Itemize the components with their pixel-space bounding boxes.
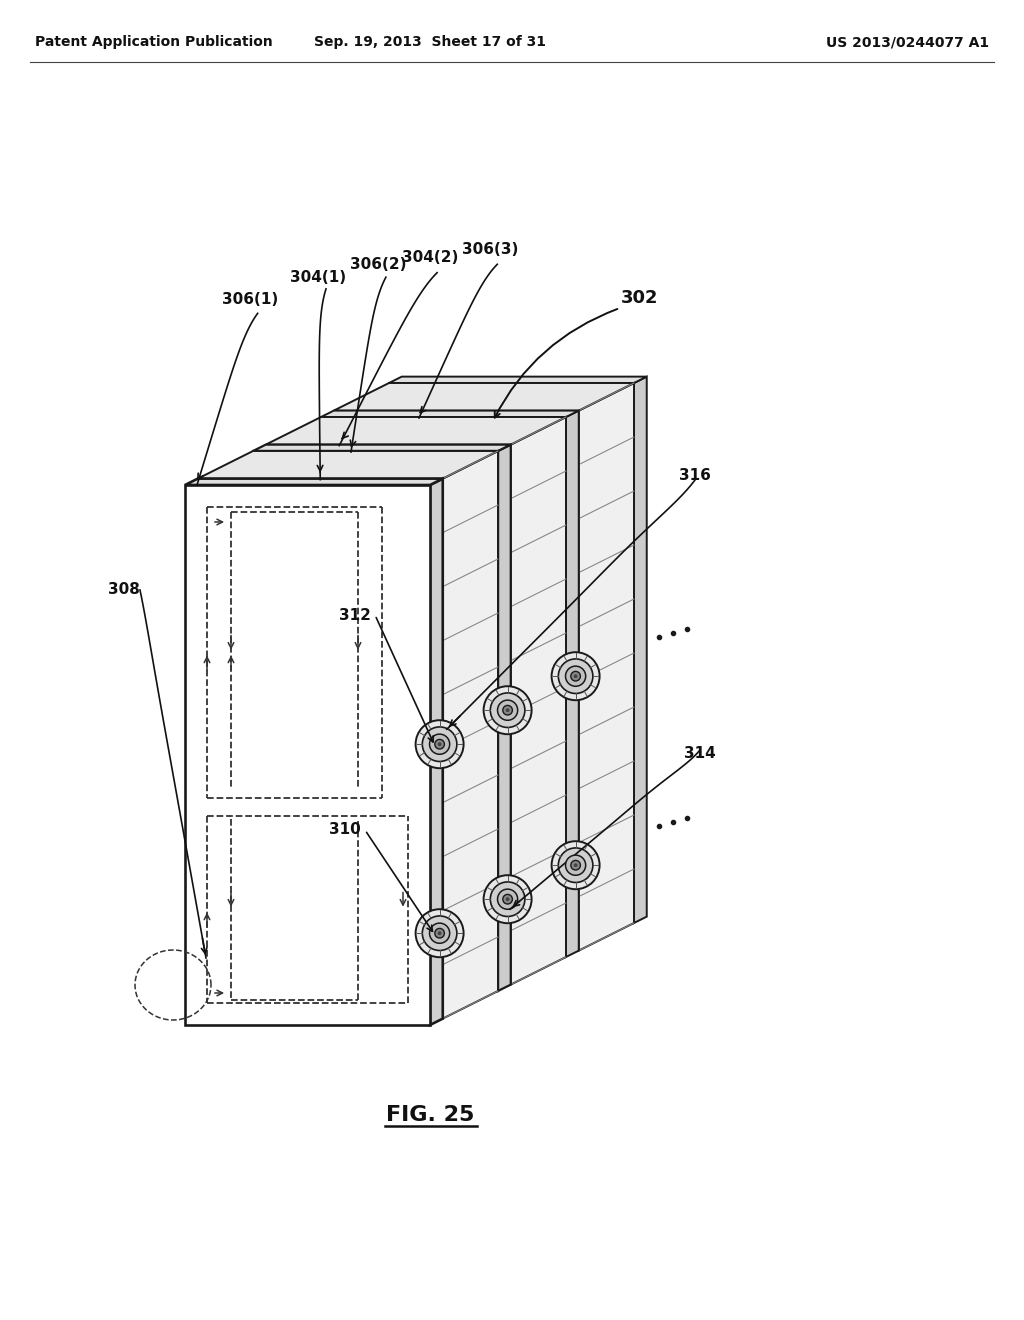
- Circle shape: [429, 923, 450, 944]
- Circle shape: [570, 672, 581, 681]
- Circle shape: [506, 709, 510, 711]
- Text: Sep. 19, 2013  Sheet 17 of 31: Sep. 19, 2013 Sheet 17 of 31: [314, 36, 546, 49]
- Polygon shape: [566, 411, 579, 957]
- Circle shape: [416, 721, 464, 768]
- Polygon shape: [334, 383, 634, 411]
- Polygon shape: [185, 479, 442, 484]
- Text: US 2013/0244077 A1: US 2013/0244077 A1: [826, 36, 989, 49]
- Circle shape: [422, 727, 457, 762]
- Text: 314: 314: [684, 747, 716, 762]
- Circle shape: [565, 855, 586, 875]
- Text: 308: 308: [109, 582, 140, 598]
- Circle shape: [435, 739, 444, 748]
- Circle shape: [483, 686, 531, 734]
- Circle shape: [429, 734, 450, 754]
- Polygon shape: [579, 383, 634, 950]
- Circle shape: [422, 916, 457, 950]
- Polygon shape: [321, 411, 579, 417]
- Polygon shape: [498, 445, 511, 991]
- Polygon shape: [253, 451, 498, 991]
- Circle shape: [506, 898, 510, 902]
- Circle shape: [483, 875, 531, 923]
- Polygon shape: [253, 445, 511, 451]
- Polygon shape: [430, 479, 442, 1026]
- Text: 304(1): 304(1): [290, 271, 346, 285]
- Circle shape: [490, 693, 525, 727]
- Text: 306(1): 306(1): [222, 292, 279, 308]
- Text: 306(2): 306(2): [350, 257, 407, 272]
- Polygon shape: [389, 383, 634, 923]
- Circle shape: [416, 909, 464, 957]
- Polygon shape: [389, 376, 647, 383]
- Text: 304(2): 304(2): [401, 249, 458, 265]
- Text: 302: 302: [622, 289, 658, 308]
- Text: FIG. 25: FIG. 25: [386, 1105, 474, 1125]
- Text: 310: 310: [329, 822, 360, 837]
- Circle shape: [498, 700, 518, 721]
- Polygon shape: [266, 417, 566, 445]
- Circle shape: [573, 675, 578, 678]
- Circle shape: [573, 863, 578, 867]
- Circle shape: [503, 705, 512, 715]
- Polygon shape: [511, 417, 566, 985]
- Circle shape: [558, 847, 593, 883]
- Circle shape: [552, 652, 600, 700]
- Circle shape: [437, 742, 441, 746]
- Circle shape: [490, 882, 525, 916]
- Polygon shape: [634, 376, 647, 923]
- Text: Patent Application Publication: Patent Application Publication: [35, 36, 272, 49]
- Polygon shape: [198, 451, 498, 479]
- Polygon shape: [185, 484, 430, 1026]
- Circle shape: [435, 928, 444, 939]
- Text: 306(3): 306(3): [462, 242, 518, 257]
- Circle shape: [552, 841, 600, 890]
- Text: 312: 312: [339, 607, 371, 623]
- Polygon shape: [442, 451, 498, 1019]
- Circle shape: [570, 861, 581, 870]
- Text: 316: 316: [679, 467, 711, 483]
- Circle shape: [503, 895, 512, 904]
- Circle shape: [437, 932, 441, 935]
- Polygon shape: [321, 417, 566, 957]
- Circle shape: [565, 667, 586, 686]
- Circle shape: [558, 659, 593, 693]
- Circle shape: [498, 890, 518, 909]
